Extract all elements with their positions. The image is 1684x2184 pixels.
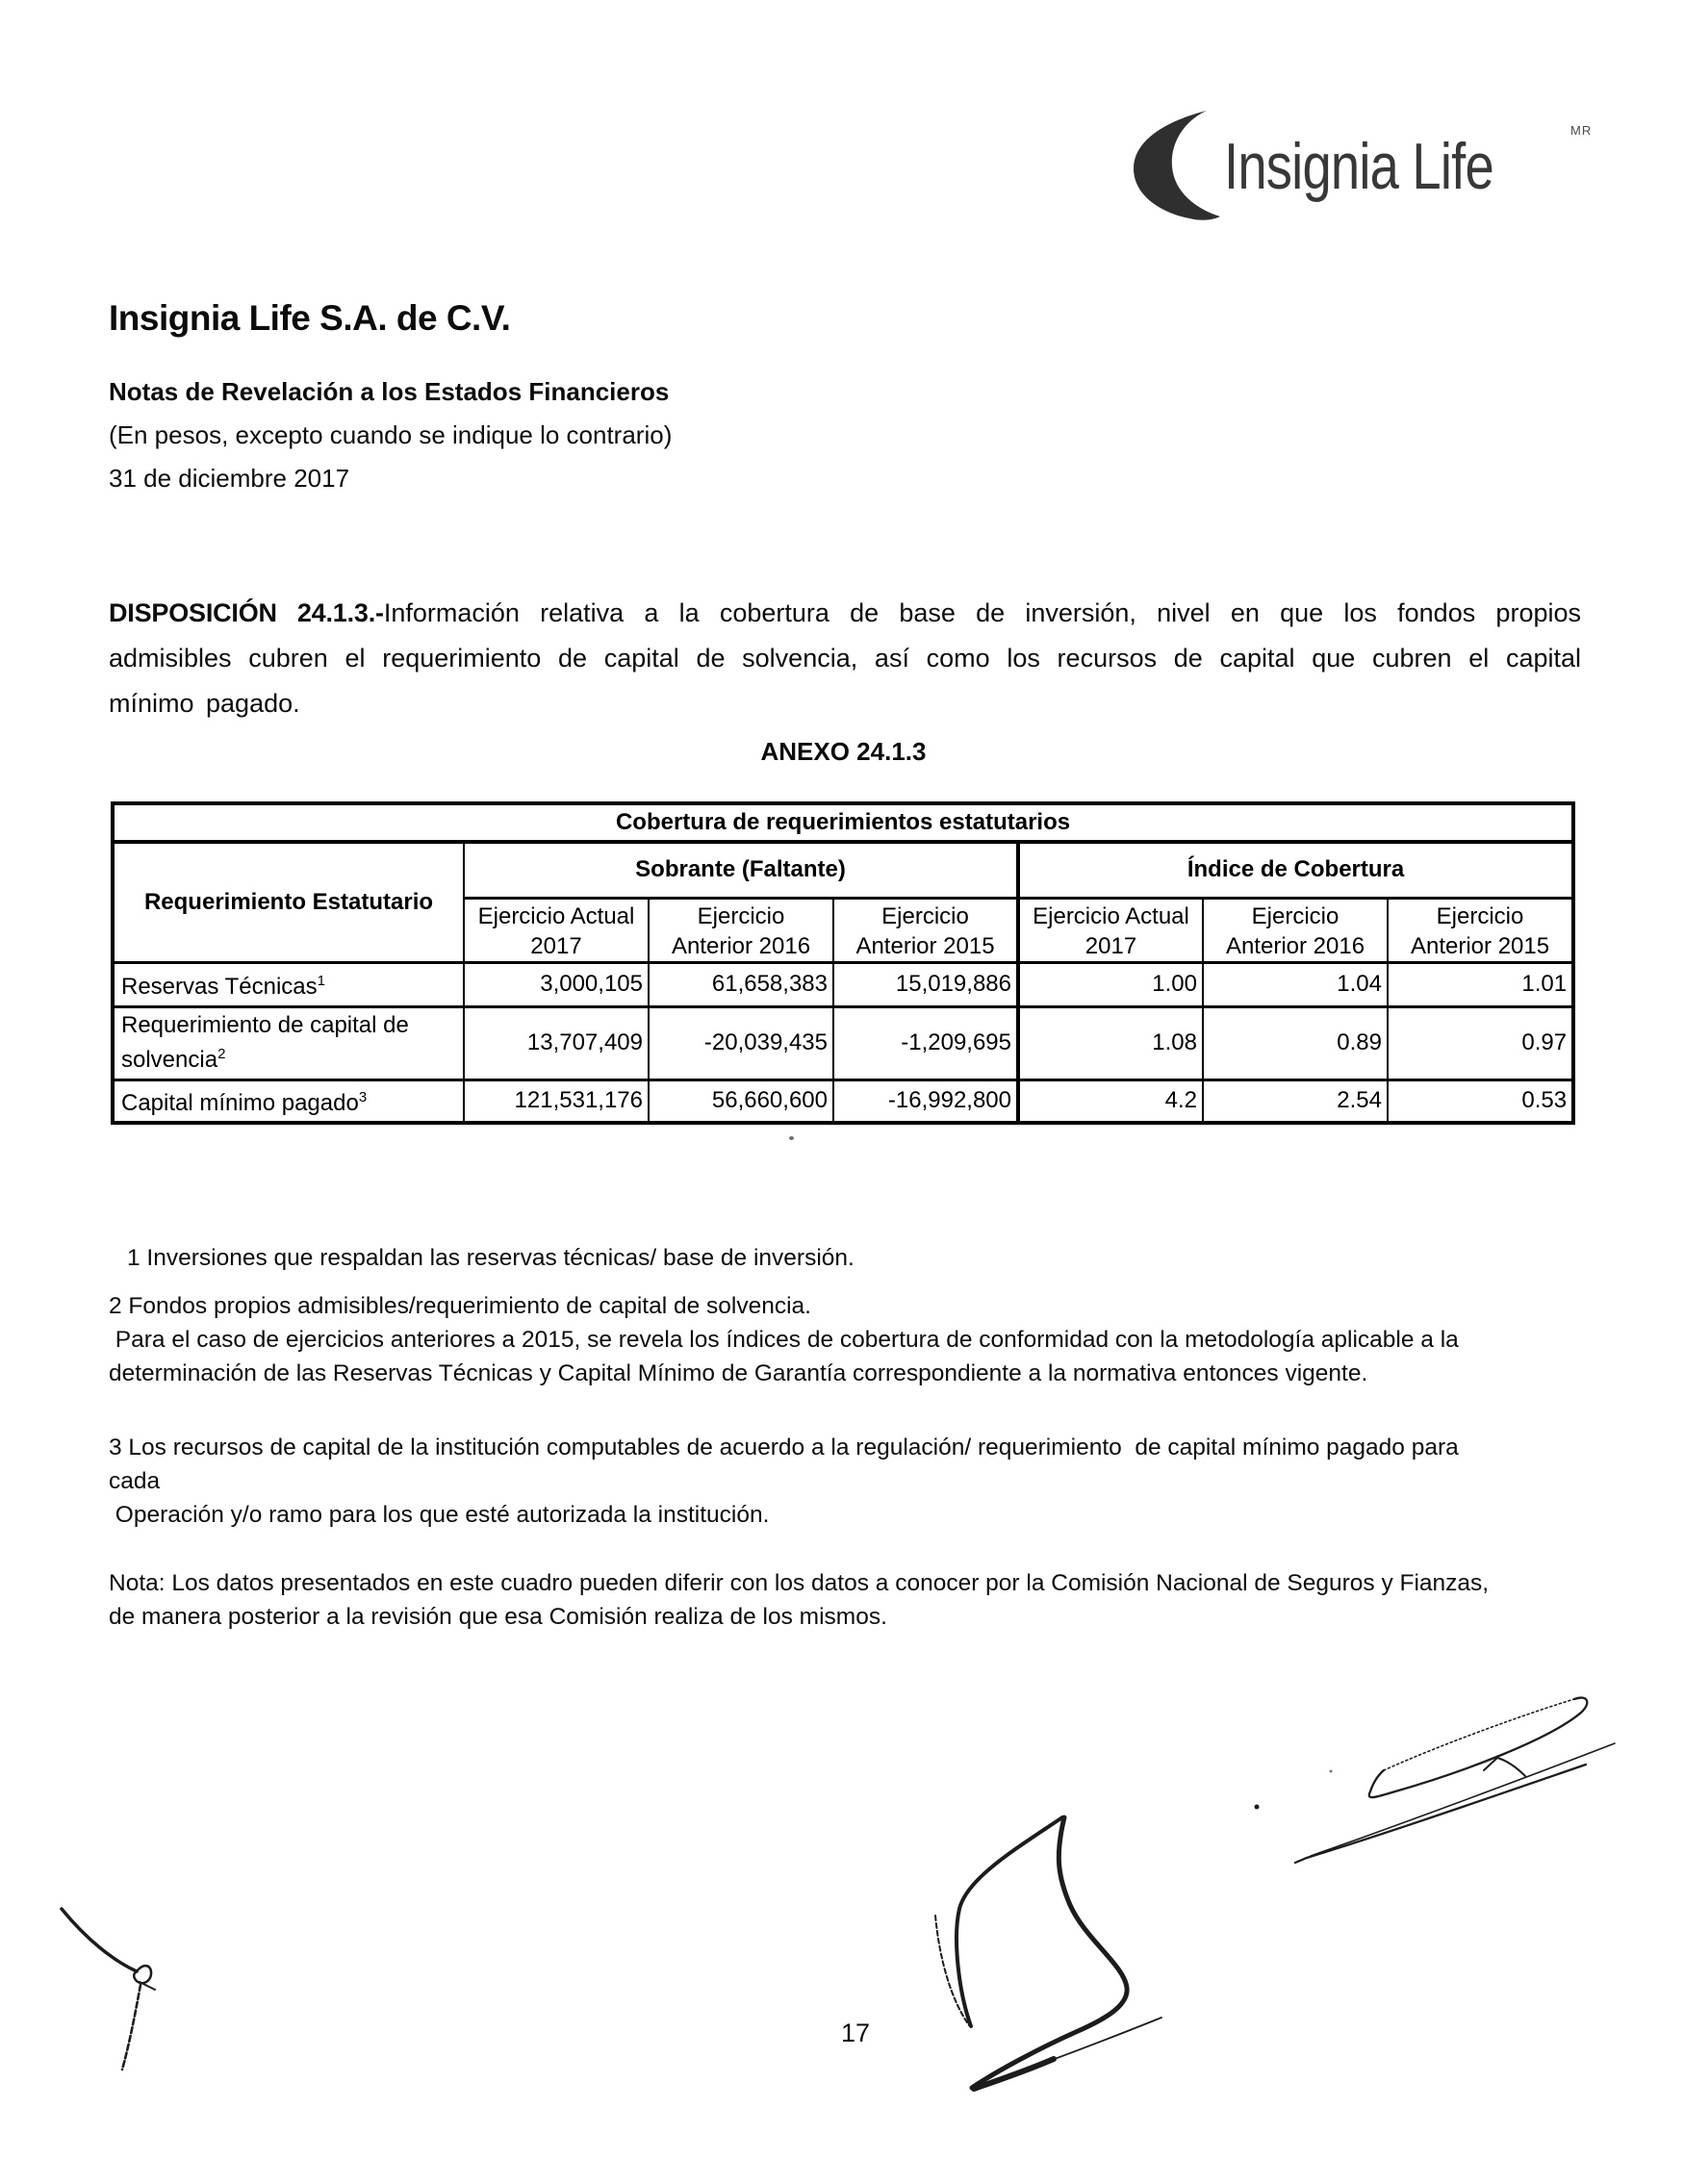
- disposicion-label: DISPOSICIÓN 24.1.3.-: [109, 598, 384, 627]
- signature-right: [1254, 1696, 1616, 1865]
- cell-value: -1,209,695: [832, 1004, 1019, 1081]
- cell-value: 0.97: [1386, 1004, 1575, 1081]
- column-header-row: Ejercicio Actual 2017 Ejercicio Anterior 2…: [113, 896, 1575, 964]
- group-header-indice: Índice de Cobertura: [1015, 840, 1575, 900]
- crescent-moon-icon: [1134, 111, 1220, 220]
- row-label: Capital mínimo pagado3: [112, 1078, 465, 1125]
- signature-left: [60, 1907, 156, 2071]
- disposicion-text: Información relativa a la cobertura de b…: [109, 598, 1581, 718]
- table-title: Cobertura de requerimientos estatutarios: [111, 801, 1575, 844]
- cell-value: 1.08: [1016, 1004, 1204, 1081]
- col-header: Ejercicio Anterior 2015: [832, 896, 1019, 964]
- cell-value: 13,707,409: [463, 1004, 650, 1081]
- page-number: 17: [841, 2019, 871, 2047]
- col-header: Ejercicio Anterior 2016: [1202, 896, 1389, 964]
- logo: Insignia Life MR: [1132, 106, 1613, 231]
- cell-value: 2.54: [1202, 1078, 1389, 1125]
- company-title: Insignia Life S.A. de C.V.: [109, 298, 511, 338]
- col-header: Ejercicio Actual 2017: [463, 896, 650, 964]
- col-header: Ejercicio Anterior 2015: [1386, 896, 1575, 964]
- table-title-row: Cobertura de requerimientos estatutarios: [111, 801, 1575, 844]
- group-header-sobrante: Sobrante (Faltante): [463, 840, 1019, 900]
- report-date: 31 de diciembre 2017: [109, 464, 350, 493]
- cell-value: 0.53: [1386, 1078, 1575, 1125]
- cell-value: -16,992,800: [832, 1078, 1019, 1125]
- cell-value: 0.89: [1202, 1004, 1389, 1081]
- disposicion-paragraph: DISPOSICIÓN 24.1.3.-Información relativa…: [109, 591, 1581, 726]
- row-label: Reservas Técnicas1: [112, 960, 465, 1008]
- group-header-row: Requerimiento Estatutario Sobrante (Falt…: [112, 840, 1575, 964]
- logo-wordmark: Insignia Life: [1224, 130, 1494, 203]
- cell-value: 1.00: [1016, 960, 1204, 1008]
- cell-value: 1.01: [1386, 960, 1575, 1008]
- row-header: Requerimiento Estatutario: [112, 840, 465, 964]
- footnote-2: 2 Fondos propios admisibles/requerimient…: [109, 1293, 1459, 1386]
- table-row: Requerimiento de capital de solvencia2 1…: [112, 1004, 1575, 1081]
- cell-value: 4.2: [1016, 1078, 1204, 1125]
- anexo-title: ANEXO 24.1.3: [760, 737, 927, 766]
- signature-center: [934, 1815, 1162, 2092]
- currency-note: (En pesos, excepto cuando se indique lo …: [109, 420, 673, 449]
- col-header: Ejercicio Anterior 2016: [648, 896, 834, 964]
- report-subtitle: Notas de Revelación a los Estados Financ…: [109, 377, 670, 406]
- cell-value: -20,039,435: [648, 1004, 834, 1081]
- cell-value: 3,000,105: [463, 960, 650, 1008]
- footnote-1: 1 Inversiones que respaldan las reservas…: [127, 1245, 855, 1271]
- row-label: Requerimiento de capital de solvencia2: [112, 1004, 465, 1081]
- nota-block: Nota: Los datos presentados en este cuad…: [109, 1570, 1490, 1630]
- signatures-layer: [60, 1696, 1616, 2092]
- table-row: Reservas Técnicas1 3,000,105 61,658,383 …: [112, 960, 1575, 1008]
- footnote-3: 3 Los recursos de capital de la instituc…: [109, 1435, 1459, 1528]
- col-header: Ejercicio Actual 2017: [1016, 896, 1204, 964]
- coverage-table: Cobertura de requerimientos estatutarios…: [111, 801, 1576, 1125]
- cell-value: 56,660,600: [648, 1078, 834, 1125]
- cell-value: 1.04: [1202, 960, 1389, 1008]
- cell-value: 15,019,886: [832, 960, 1019, 1008]
- scan-artifact: [789, 1136, 794, 1140]
- cell-value: 121,531,176: [463, 1078, 650, 1125]
- table-row: Capital mínimo pagado3 121,531,176 56,66…: [112, 1078, 1575, 1125]
- trademark-superscript: MR: [1570, 123, 1593, 138]
- cell-value: 61,658,383: [648, 960, 834, 1008]
